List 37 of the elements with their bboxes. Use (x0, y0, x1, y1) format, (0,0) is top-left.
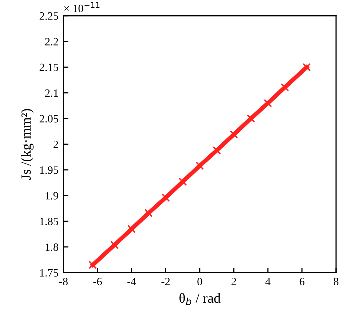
y-tick-label: 1.85 (40, 218, 58, 226)
point (144, 209, 154, 218)
y-tick-label: 2.05 (40, 115, 58, 123)
x-tick-label: 6 (300, 278, 305, 286)
text: × 10$^{−11}$ (64, 2, 100, 12)
point (212, 146, 222, 155)
point (110, 240, 119, 250)
x-tick-label: 4 (266, 278, 271, 286)
point (196, 162, 204, 170)
y-tick-label: 1.75 (40, 269, 58, 277)
point (88, 260, 98, 270)
x-tick-label: 2 (232, 278, 236, 286)
point (302, 63, 312, 72)
x-tick-label: -4 (128, 278, 136, 286)
y-tick-label: 1.95 (40, 166, 58, 174)
line-series (88, 63, 312, 270)
point (281, 83, 290, 92)
y-tick-label: 2.25 (40, 12, 58, 20)
y-tick-label: 1.8 (46, 244, 58, 252)
x-tick-label: 8 (334, 278, 339, 286)
x-tick-label: -6 (94, 278, 102, 286)
y-tick-label: 2.1 (45, 90, 58, 98)
x-tick-label: -8 (60, 278, 68, 286)
y-tick-label: 2.15 (40, 64, 58, 72)
point (128, 225, 136, 234)
point (162, 194, 170, 202)
y-tick-label: 1.9 (46, 192, 58, 200)
x-tick-label: 0 (198, 278, 202, 286)
point (246, 114, 256, 123)
y-tick-label: 2 (54, 140, 58, 148)
point (264, 99, 272, 108)
point (230, 130, 238, 139)
x-tick-label: -2 (162, 278, 170, 286)
x-axis-title: θ$_{b}$ / rad (180, 293, 221, 306)
point (178, 178, 188, 186)
y-tick-label: 2.2 (45, 38, 58, 46)
y-axis-title: Js /(kg·mm²) (21, 109, 34, 180)
